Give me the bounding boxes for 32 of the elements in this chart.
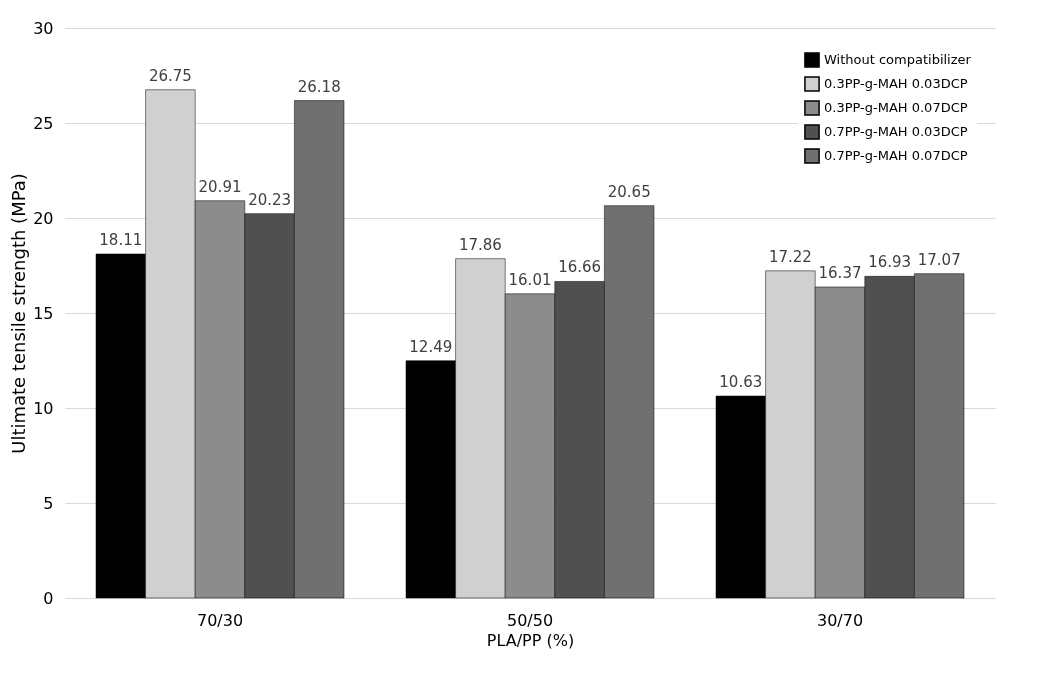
data-label: 10.63 xyxy=(719,373,763,392)
y-axis-title: Ultimate tensile strength (MPa) xyxy=(8,173,30,454)
y-tick-label: 0 xyxy=(43,588,54,608)
data-label: 26.18 xyxy=(297,77,341,96)
data-label: 17.86 xyxy=(458,235,502,254)
x-tick-label: 50/50 xyxy=(506,610,554,630)
x-tick-label: 30/70 xyxy=(816,610,864,630)
data-label: 20.65 xyxy=(607,182,651,201)
data-label: 17.07 xyxy=(917,250,961,269)
data-label: 16.93 xyxy=(868,253,912,272)
data-label: 16.37 xyxy=(818,263,862,282)
data-label: 20.23 xyxy=(248,190,292,209)
data-label: 26.75 xyxy=(148,66,192,85)
data-label: 16.66 xyxy=(558,258,602,277)
y-tick-label: 15 xyxy=(33,303,54,323)
data-label: 17.22 xyxy=(768,247,812,266)
data-label: 12.49 xyxy=(409,337,453,356)
data-label: 16.01 xyxy=(508,270,552,289)
legend-label: 0.7PP-g-MAH 0.03DCP xyxy=(824,124,968,139)
y-tick-label: 20 xyxy=(33,208,54,228)
y-tick-label: 30 xyxy=(33,18,54,38)
legend-label: 0.3PP-g-MAH 0.03DCP xyxy=(824,76,968,91)
data-label: 18.11 xyxy=(99,230,143,249)
legend-label: 0.7PP-g-MAH 0.07DCP xyxy=(824,148,968,163)
data-label: 20.91 xyxy=(198,177,242,196)
legend-label: 0.3PP-g-MAH 0.07DCP xyxy=(824,100,968,115)
x-tick-label: 70/30 xyxy=(196,610,244,630)
y-tick-label: 10 xyxy=(33,398,54,418)
legend-label: Without compatibilizer xyxy=(824,52,972,67)
x-axis-title: PLA/PP (%) xyxy=(486,630,575,650)
y-tick-label: 25 xyxy=(33,113,54,133)
y-tick-label: 5 xyxy=(43,493,54,513)
